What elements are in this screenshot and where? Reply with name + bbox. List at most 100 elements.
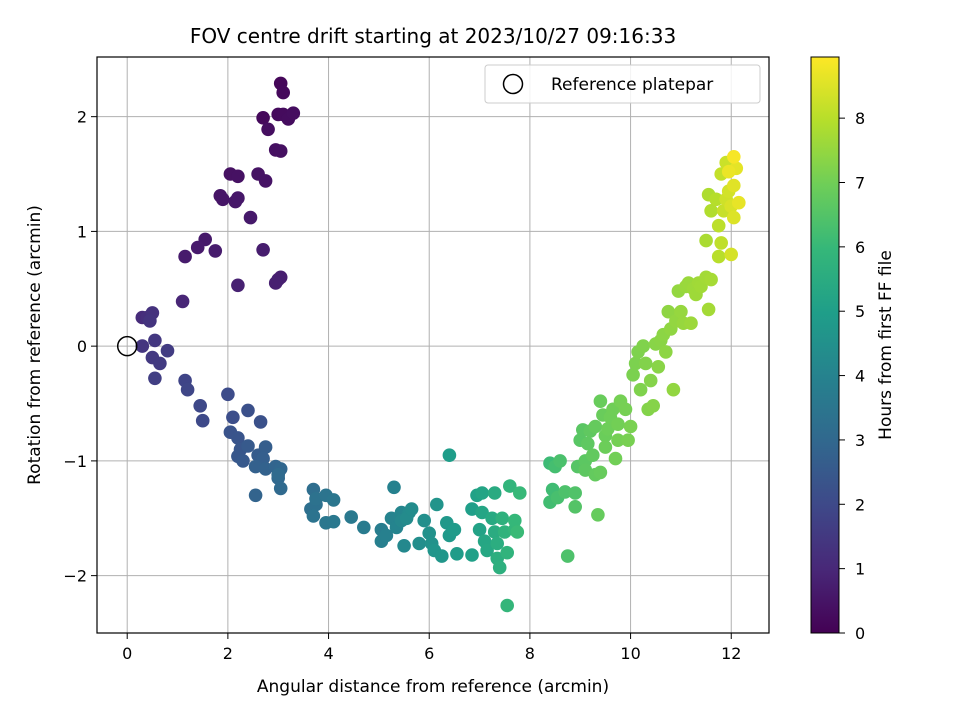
data-point (256, 111, 270, 125)
data-point (208, 244, 223, 258)
colorbar-tick-label: 1 (855, 560, 865, 579)
data-point (258, 174, 273, 188)
data-point (248, 488, 263, 503)
data-point (503, 479, 517, 493)
data-point (379, 528, 394, 543)
colorbar-gradient (811, 57, 839, 633)
colorbar: 0 1 2 3 4 5 6 7 8 Hours from first FF file (810, 56, 896, 643)
data-point (412, 536, 427, 551)
y-axis-label: Rotation from reference (arcmin) (25, 205, 45, 485)
data-point (500, 545, 514, 560)
data-point (236, 454, 250, 468)
data-point (490, 536, 505, 551)
colorbar-label: Hours from first FF file (876, 250, 896, 440)
data-point (553, 454, 567, 468)
data-point (487, 525, 502, 539)
data-point (684, 316, 698, 331)
x-tick-label: 6 (424, 644, 434, 663)
colorbar-tick-label: 3 (855, 431, 865, 450)
data-point (387, 480, 401, 495)
data-point (513, 486, 527, 500)
data-point (135, 339, 150, 353)
y-tick-label: 0 (77, 337, 87, 356)
data-point (226, 410, 240, 425)
data-point (306, 509, 321, 523)
data-point (593, 465, 608, 480)
data-point (704, 272, 718, 287)
data-point (143, 314, 157, 328)
data-point (611, 433, 625, 448)
colorbar-frame (810, 56, 840, 634)
data-point (442, 448, 457, 463)
data-point (593, 394, 608, 409)
data-point (268, 276, 283, 290)
data-point (475, 486, 489, 500)
data-point (326, 493, 341, 507)
data-point (500, 598, 514, 613)
data-point (709, 192, 723, 207)
x-tick-label: 10 (620, 644, 640, 663)
data-point (727, 210, 741, 225)
chart-title: FOV centre drift starting at 2023/10/27 … (190, 24, 676, 48)
legend-box (484, 64, 761, 104)
data-point (397, 539, 411, 553)
data-point (326, 514, 341, 529)
data-point (638, 356, 653, 371)
y-tick-label: 1 (77, 222, 87, 241)
data-point (148, 333, 162, 348)
data-point (623, 419, 638, 434)
data-point (646, 399, 660, 413)
data-point (586, 448, 600, 463)
data-point (231, 278, 245, 293)
colorbar-tick-label: 8 (855, 109, 865, 128)
data-point (626, 368, 640, 382)
data-point (276, 85, 291, 100)
data-point (721, 164, 736, 179)
data-point (711, 249, 726, 264)
data-point (659, 345, 673, 359)
data-point (153, 356, 167, 371)
data-point (243, 210, 258, 225)
x-tick-label: 8 (525, 644, 535, 663)
data-point (231, 191, 245, 205)
data-point (601, 422, 615, 436)
data-points (116, 76, 746, 613)
data-point (628, 356, 643, 371)
data-point (568, 500, 582, 514)
data-point (621, 433, 635, 448)
data-point (724, 247, 738, 262)
data-point (508, 513, 522, 528)
data-point (701, 302, 716, 317)
data-point (256, 243, 270, 257)
data-point (430, 497, 444, 512)
data-point (666, 382, 681, 397)
data-point (241, 439, 255, 453)
data-point (417, 513, 432, 528)
data-point (485, 511, 499, 526)
data-point (636, 339, 650, 353)
data-point (732, 195, 746, 210)
x-tick-label: 12 (721, 644, 741, 663)
colorbar-tick-label: 7 (855, 173, 865, 192)
data-point (422, 526, 437, 540)
data-point (711, 218, 726, 233)
y-tick-label: −2 (63, 567, 87, 586)
data-point (633, 382, 648, 397)
x-tick-label: 4 (323, 644, 333, 663)
data-point (581, 436, 595, 451)
data-point (273, 481, 288, 496)
data-point (475, 505, 489, 520)
data-point (643, 373, 658, 388)
data-point (480, 543, 494, 558)
data-point (286, 106, 301, 120)
data-point (258, 440, 273, 454)
colorbar-ticks: 0 1 2 3 4 5 6 7 8 (839, 109, 865, 643)
data-point (216, 192, 230, 207)
x-tick-label: 0 (122, 644, 132, 663)
data-point (231, 431, 245, 445)
data-point (273, 144, 288, 158)
data-point (465, 548, 479, 562)
data-point (510, 525, 525, 539)
